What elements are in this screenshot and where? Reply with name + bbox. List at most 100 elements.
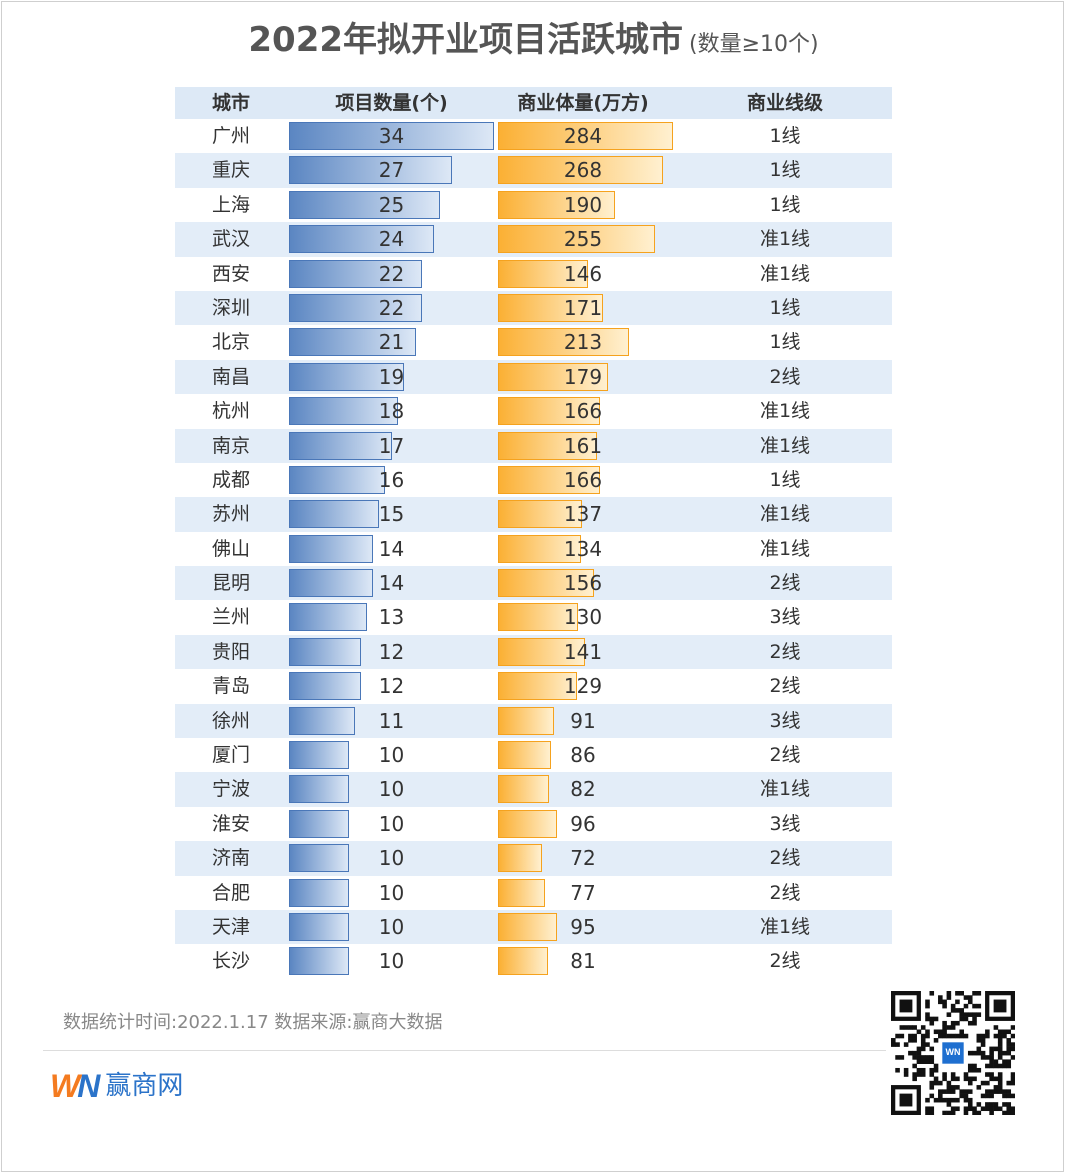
title-main: 2022年拟开业项目活跃城市 xyxy=(248,20,684,60)
city-tier: 1线 xyxy=(769,468,801,491)
commercial-area-value: 95 xyxy=(570,914,596,939)
city-tier: 1线 xyxy=(769,125,801,147)
commercial-area-value: 255 xyxy=(563,227,603,252)
project-count-bar xyxy=(289,603,368,632)
city-tier: 1线 xyxy=(769,193,801,216)
city-tier: 1线 xyxy=(769,159,801,182)
project-count-bar xyxy=(289,672,362,701)
table-row: 重庆 27 268 1线 xyxy=(175,153,892,188)
col-header-area: 商业体量(万方) xyxy=(517,92,649,114)
city-name: 北京 xyxy=(211,331,250,354)
city-tier: 准1线 xyxy=(759,915,811,938)
table-row: 宁波 10 82 准1线 xyxy=(175,772,892,807)
city-name: 杭州 xyxy=(211,400,250,423)
commercial-area-bar xyxy=(498,637,585,666)
project-count-value: 16 xyxy=(378,467,405,492)
project-count-value: 14 xyxy=(378,571,405,596)
table-row: 杭州 18 166 准1线 xyxy=(175,394,892,428)
title-sub: (数量≥10个) xyxy=(689,32,819,57)
city-tier: 准1线 xyxy=(759,537,811,560)
commercial-area-bar xyxy=(498,397,601,426)
commercial-area-bar xyxy=(498,328,630,357)
commercial-area-bar xyxy=(498,465,601,494)
commercial-area-bar xyxy=(498,706,555,735)
project-count-bar xyxy=(289,465,386,494)
commercial-area-value: 146 xyxy=(563,261,603,286)
city-tier: 3线 xyxy=(769,812,801,835)
table-row: 南京 17 161 准1线 xyxy=(175,428,892,463)
city-name: 西安 xyxy=(211,262,250,285)
project-count-value: 25 xyxy=(378,192,405,217)
table-row: 苏州 15 137 准1线 xyxy=(175,497,892,532)
table-header: 城市 项目数量(个) 商业体量(万方) 商业线级 xyxy=(175,87,892,119)
commercial-area-bar xyxy=(498,603,579,632)
commercial-area-bar xyxy=(498,362,609,391)
project-count-bar xyxy=(289,156,452,185)
project-count-value: 10 xyxy=(378,811,405,836)
city-name: 长沙 xyxy=(211,950,250,973)
city-tier: 2线 xyxy=(769,572,801,595)
city-tier: 1线 xyxy=(769,331,801,354)
commercial-area-bar xyxy=(498,741,551,770)
table-row: 成都 16 166 1线 xyxy=(175,463,892,497)
city-name: 厦门 xyxy=(211,744,250,767)
commercial-area-bar xyxy=(498,878,546,907)
brand-logo: WN 赢商网 xyxy=(50,1068,183,1104)
project-count-value: 17 xyxy=(378,433,405,458)
city-name: 合肥 xyxy=(211,881,250,904)
commercial-area-value: 161 xyxy=(563,433,603,458)
city-tier: 准1线 xyxy=(759,400,811,423)
commercial-area-value: 166 xyxy=(563,467,603,492)
commercial-area-bar xyxy=(498,190,616,219)
table-row: 天津 10 95 准1线 xyxy=(175,909,892,945)
table-row: 徐州 11 91 3线 xyxy=(175,703,892,739)
commercial-area-bar xyxy=(498,912,557,941)
project-count-value: 10 xyxy=(378,914,405,939)
commercial-area-value: 156 xyxy=(563,571,603,596)
project-count-bar xyxy=(289,328,416,357)
commercial-area-bar xyxy=(498,225,656,254)
project-count-value: 18 xyxy=(378,399,405,424)
commercial-area-bar xyxy=(498,809,558,838)
table-row: 北京 21 213 1线 xyxy=(175,325,892,359)
project-count-value: 27 xyxy=(378,158,405,183)
city-name: 南昌 xyxy=(211,365,250,388)
project-count-value: 10 xyxy=(378,846,405,871)
commercial-area-bar xyxy=(498,500,583,529)
commercial-area-value: 81 xyxy=(570,949,596,974)
project-count-value: 19 xyxy=(378,364,405,389)
city-name: 广州 xyxy=(211,125,250,147)
table-row: 深圳 22 171 1线 xyxy=(175,290,892,326)
city-name: 天津 xyxy=(211,915,250,938)
commercial-area-value: 137 xyxy=(563,502,603,527)
project-count-bar xyxy=(289,912,350,941)
table-row: 上海 25 190 1线 xyxy=(175,188,892,222)
project-count-value: 10 xyxy=(378,880,405,905)
project-count-bar xyxy=(289,947,350,976)
city-name: 成都 xyxy=(211,468,250,491)
commercial-area-bar xyxy=(498,775,549,804)
project-count-value: 11 xyxy=(378,708,405,733)
city-tier: 准1线 xyxy=(759,503,811,526)
project-count-bar xyxy=(289,809,350,838)
city-name: 南京 xyxy=(211,434,250,457)
project-count-bar xyxy=(289,878,350,907)
table-row: 南昌 19 179 2线 xyxy=(175,359,892,395)
city-tier: 准1线 xyxy=(759,228,811,251)
commercial-area-value: 86 xyxy=(570,743,596,768)
logo-mark: WN xyxy=(50,1068,100,1104)
chart-title: 2022年拟开业项目活跃城市 (数量≥10个) xyxy=(0,12,1067,61)
project-count-bar xyxy=(289,637,362,666)
city-name: 上海 xyxy=(211,193,250,216)
city-tier: 2线 xyxy=(769,847,801,870)
project-count-bar xyxy=(289,190,440,219)
city-tier: 准1线 xyxy=(759,434,811,457)
commercial-area-value: 284 xyxy=(563,124,603,148)
city-tier: 2线 xyxy=(769,881,801,904)
project-count-value: 12 xyxy=(378,639,405,664)
commercial-area-bar xyxy=(498,947,548,976)
table-row: 武汉 24 255 准1线 xyxy=(175,222,892,257)
table-row: 贵阳 12 141 2线 xyxy=(175,634,892,670)
table-row: 兰州 13 130 3线 xyxy=(175,600,892,634)
project-count-bar xyxy=(289,259,422,288)
